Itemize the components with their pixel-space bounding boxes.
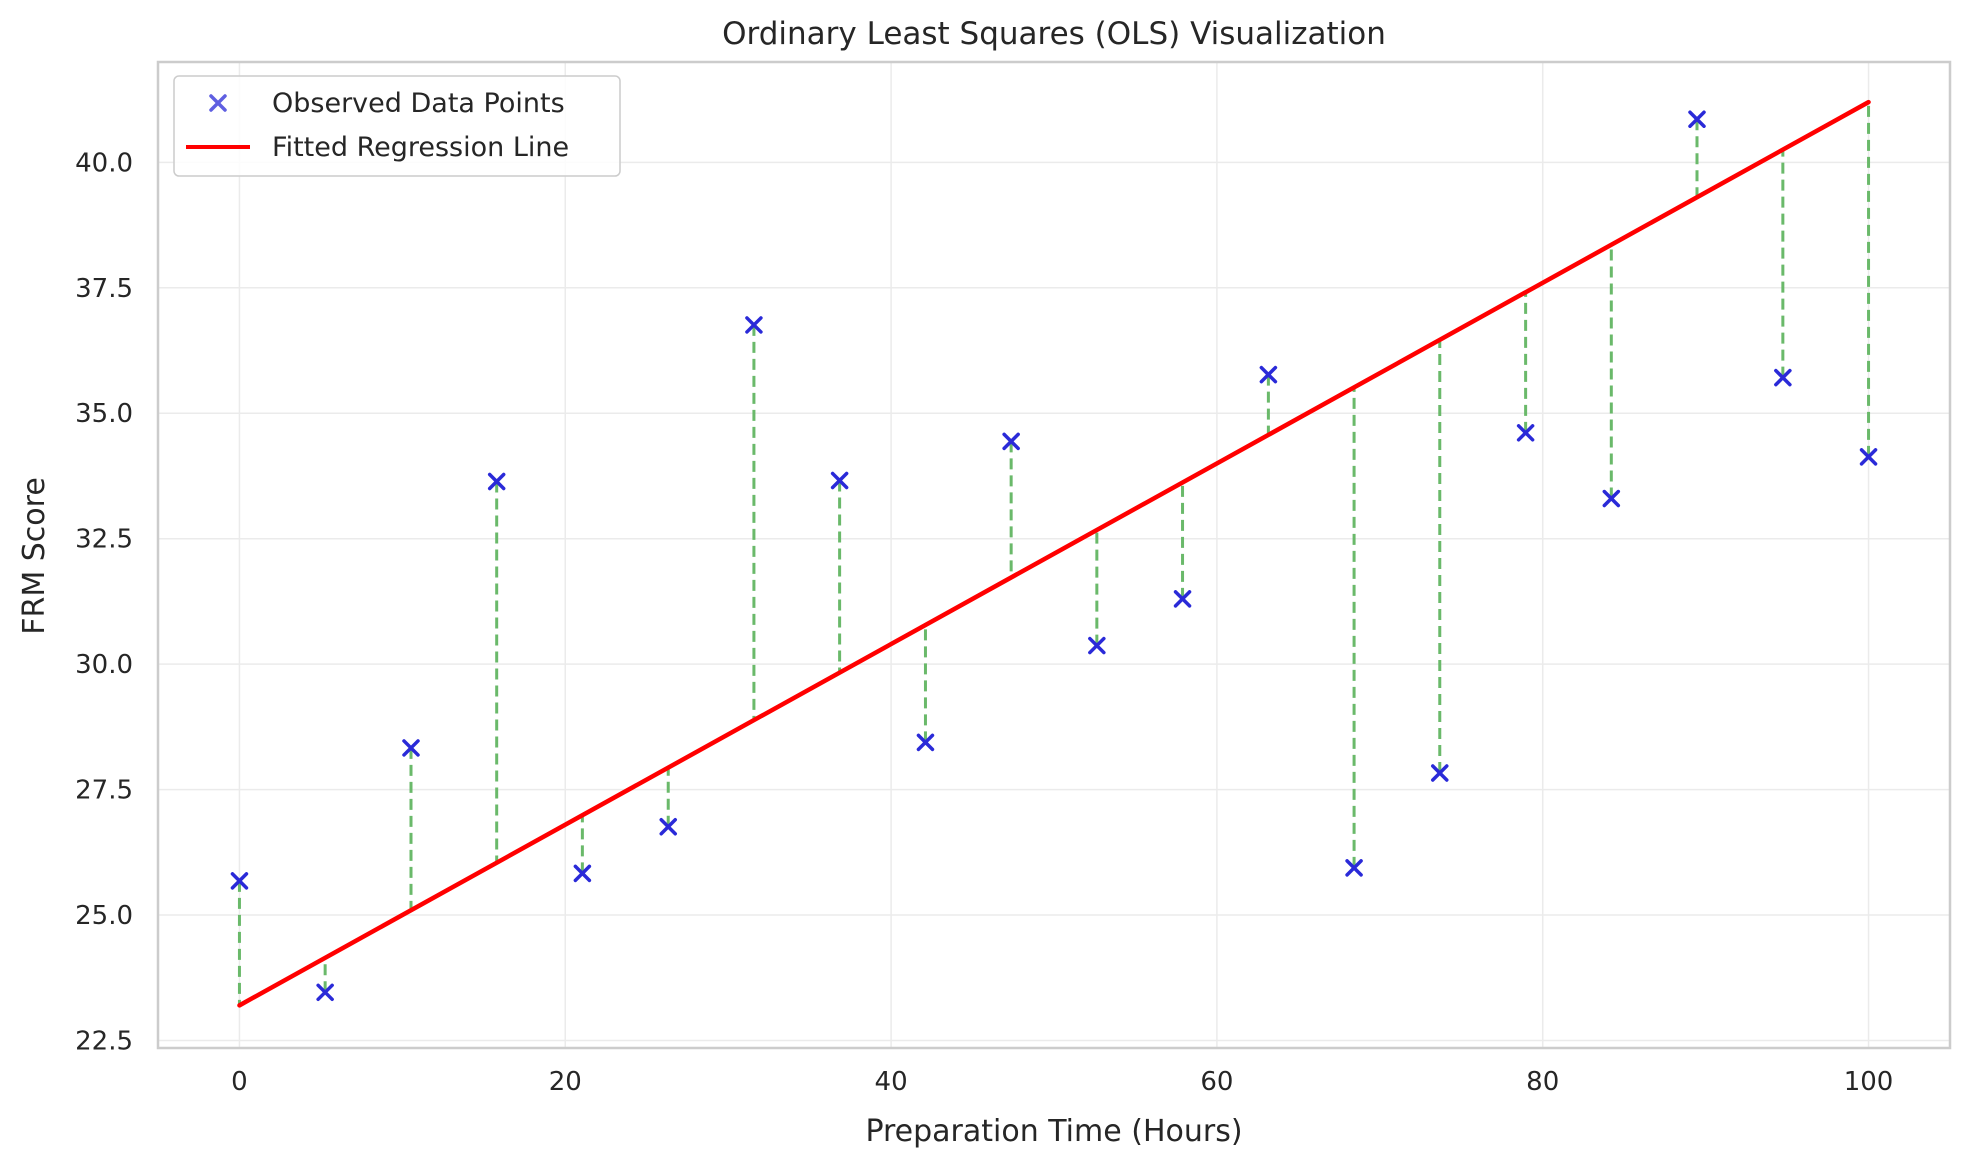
residual-lines xyxy=(237,102,1871,1006)
x-tick-label: 40 xyxy=(875,1067,908,1097)
y-tick-label: 40.0 xyxy=(75,148,133,178)
x-tick-label: 60 xyxy=(1200,1067,1233,1097)
data-point-marker xyxy=(230,872,249,890)
x-tick-label: 0 xyxy=(231,1067,248,1097)
data-point-marker xyxy=(1516,424,1535,442)
x-tick-label: 80 xyxy=(1526,1067,1559,1097)
plot-area-border xyxy=(156,60,1952,1050)
x-tick-label: 20 xyxy=(549,1067,582,1097)
data-point-marker xyxy=(1688,110,1706,128)
x-tick-label: 100 xyxy=(1844,1067,1894,1097)
data-point-marker xyxy=(1173,590,1192,608)
chart-title: Ordinary Least Squares (OLS) Visualizati… xyxy=(722,16,1386,52)
data-point-marker xyxy=(745,316,763,334)
tick-labels: 0 20 40 60 80 100 22.5 25.0 27.5 30.0 32.5 35.0 37.5… xyxy=(75,148,1893,1097)
data-point-marker xyxy=(573,864,592,883)
x-axis-title: Preparation Time (Hours) xyxy=(865,1114,1242,1149)
data-point-marker xyxy=(1602,489,1621,508)
data-point-marker xyxy=(1774,368,1792,387)
legend-box xyxy=(173,75,621,177)
y-tick-label: 27.5 xyxy=(75,776,133,806)
data-point-marker xyxy=(1088,636,1106,655)
data-point-marker xyxy=(1259,365,1278,384)
data-point-marker xyxy=(1859,448,1878,466)
y-axis-title: FRM Score xyxy=(17,477,52,635)
data-point-marker xyxy=(1345,859,1363,877)
data-point-marker xyxy=(916,733,935,752)
fitted-regression-line xyxy=(237,99,1871,1008)
y-tick-label: 25.0 xyxy=(75,901,133,931)
y-tick-label: 35.0 xyxy=(75,399,133,429)
data-point-marker xyxy=(830,471,849,490)
data-points xyxy=(230,110,1878,1002)
data-point-marker xyxy=(659,817,677,836)
data-point-marker xyxy=(1431,764,1449,782)
data-point-marker xyxy=(487,472,506,491)
legend-x-marker xyxy=(209,94,227,112)
legend: Observed Data Points Fitted Regression L… xyxy=(173,75,621,177)
regression-line-layer xyxy=(237,99,1871,1008)
data-point-marker xyxy=(402,739,420,757)
plot-frame xyxy=(156,60,1952,1050)
legend-marker-x-icon xyxy=(209,94,227,112)
legend-label-observed: Observed Data Points xyxy=(272,88,565,119)
data-point-marker xyxy=(316,983,334,1002)
y-tick-label: 22.5 xyxy=(75,1026,133,1056)
legend-label-fitted: Fitted Regression Line xyxy=(272,132,569,163)
y-tick-label: 37.5 xyxy=(75,274,133,304)
y-tick-label: 30.0 xyxy=(75,650,133,680)
data-point-marker xyxy=(1002,432,1020,451)
y-tick-label: 32.5 xyxy=(75,525,133,555)
